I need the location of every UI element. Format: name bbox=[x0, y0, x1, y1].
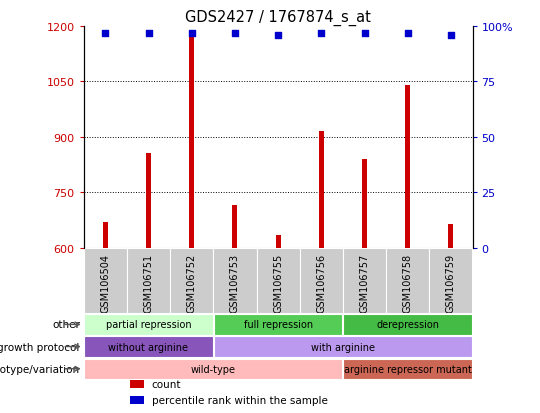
Bar bbox=[362, 159, 367, 248]
Text: percentile rank within the sample: percentile rank within the sample bbox=[152, 395, 328, 405]
Bar bbox=[127, 248, 170, 313]
Bar bbox=[146, 154, 151, 248]
Text: GSM106756: GSM106756 bbox=[316, 253, 326, 312]
Bar bbox=[300, 248, 343, 313]
Bar bbox=[84, 314, 213, 335]
Point bbox=[447, 32, 455, 39]
Point bbox=[187, 30, 196, 37]
Text: without arginine: without arginine bbox=[109, 342, 188, 352]
Bar bbox=[386, 248, 429, 313]
Text: wild-type: wild-type bbox=[191, 364, 236, 374]
Text: GSM106753: GSM106753 bbox=[230, 253, 240, 312]
Text: GSM106759: GSM106759 bbox=[446, 253, 456, 312]
Text: with arginine: with arginine bbox=[311, 342, 375, 352]
Bar bbox=[214, 337, 472, 357]
Text: GSM106752: GSM106752 bbox=[187, 253, 197, 312]
Bar bbox=[213, 248, 256, 313]
Bar bbox=[84, 337, 213, 357]
Text: GSM106755: GSM106755 bbox=[273, 253, 283, 312]
Bar bbox=[429, 248, 472, 313]
Bar bbox=[84, 358, 342, 379]
Bar bbox=[343, 248, 386, 313]
Point bbox=[274, 32, 282, 39]
Text: full repression: full repression bbox=[244, 320, 313, 330]
Bar bbox=[130, 396, 144, 404]
Bar bbox=[405, 86, 410, 248]
Text: GSM106751: GSM106751 bbox=[144, 253, 153, 312]
Bar bbox=[275, 235, 281, 248]
Bar bbox=[214, 314, 342, 335]
Bar bbox=[232, 206, 238, 248]
Text: derepression: derepression bbox=[376, 320, 439, 330]
Text: genotype/variation: genotype/variation bbox=[0, 364, 80, 374]
Point bbox=[360, 30, 369, 37]
Bar bbox=[84, 248, 127, 313]
Bar bbox=[130, 380, 144, 388]
Text: growth protocol: growth protocol bbox=[0, 342, 80, 352]
Point bbox=[403, 30, 412, 37]
Bar bbox=[319, 132, 324, 248]
Text: GSM106504: GSM106504 bbox=[100, 253, 110, 312]
Bar bbox=[343, 358, 472, 379]
Bar bbox=[103, 222, 108, 248]
Bar bbox=[343, 314, 472, 335]
Bar bbox=[189, 36, 194, 248]
Point bbox=[144, 30, 153, 37]
Bar bbox=[448, 224, 454, 248]
Bar bbox=[256, 248, 300, 313]
Point bbox=[317, 30, 326, 37]
Title: GDS2427 / 1767874_s_at: GDS2427 / 1767874_s_at bbox=[185, 9, 371, 26]
Text: GSM106757: GSM106757 bbox=[360, 253, 369, 312]
Text: arginine repressor mutant: arginine repressor mutant bbox=[344, 364, 471, 374]
Text: count: count bbox=[152, 379, 181, 389]
Text: other: other bbox=[52, 320, 80, 330]
Text: partial repression: partial repression bbox=[106, 320, 191, 330]
Text: GSM106758: GSM106758 bbox=[403, 253, 413, 312]
Point bbox=[231, 30, 239, 37]
Bar bbox=[170, 248, 213, 313]
Point bbox=[101, 30, 110, 37]
